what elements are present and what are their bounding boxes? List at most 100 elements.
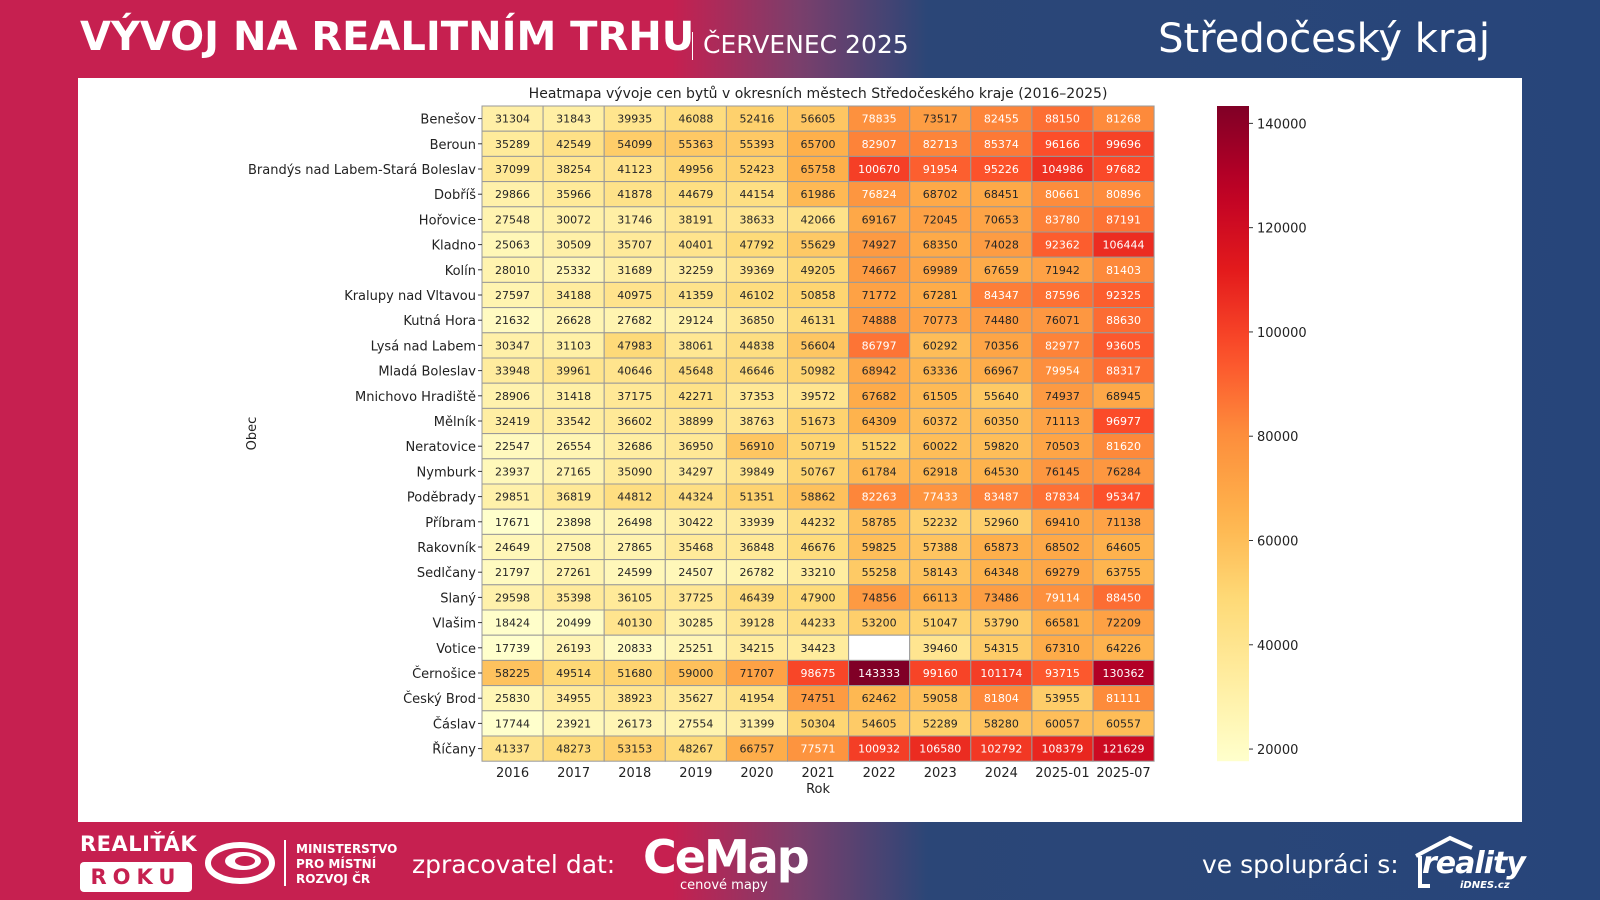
cemap-logo: CeMap [643,830,810,884]
heatmap-cell [1031,382,1094,409]
cell-value-label: 74927 [862,239,897,252]
heatmap-cell [848,206,911,233]
y-tick-label: Sedlčany [417,566,476,581]
cell-value-label: 56910 [739,440,774,453]
heatmap-cell [542,407,605,435]
cell-value-label: 63336 [923,365,958,378]
cell-value-label: 64226 [1106,642,1141,655]
cell-value-label: 68945 [1106,390,1141,403]
heatmap-cell [481,231,544,258]
y-tick-label: Mělník [434,415,477,430]
cell-value-label: 71942 [1045,264,1080,277]
heatmap-cell [787,609,850,636]
heatmap-cell [542,206,605,233]
heatmap-cell [542,281,605,309]
cell-value-label: 27865 [617,541,652,554]
cell-value-label: 31843 [556,113,591,126]
cell-value-label: 66581 [1045,617,1080,630]
cell-value-label: 27548 [495,213,530,226]
realitak-logo-text: REALIŤÁK [80,832,198,856]
cell-value-label: 53200 [862,617,897,630]
cell-value-label: 40130 [617,617,652,630]
heatmap-cell [970,155,1033,183]
cell-value-label: 39369 [739,264,774,277]
cell-value-label: 29851 [495,491,530,504]
heatmap-cell [1031,407,1094,435]
heatmap-cell [481,281,544,309]
cell-value-label: 76145 [1045,465,1080,478]
cell-value-label: 74480 [984,314,1019,327]
heatmap-cell [909,256,972,283]
heatmap-cell [725,584,789,611]
cell-value-label: 35090 [617,465,652,478]
cell-value-label: 82263 [862,491,897,504]
heatmap-cell [725,130,789,157]
cell-value-label: 29598 [495,591,530,604]
heatmap-cell [848,130,911,157]
cell-value-label: 64348 [984,566,1019,579]
cell-value-label: 30072 [556,213,591,226]
cell-value-label: 69279 [1045,566,1080,579]
cell-value-label: 48267 [678,743,713,756]
cell-value-label: 68350 [923,239,958,252]
cell-value-label: 24507 [678,566,713,579]
heatmap-cell [664,181,727,208]
cell-value-label: 39128 [739,617,774,630]
heatmap-cell [603,332,666,359]
cell-value-label: 20499 [556,617,591,630]
heatmap-cell [1092,433,1155,460]
cell-value-label: 52416 [739,113,774,126]
cell-value-label: 55258 [862,566,897,579]
x-tick-labels: 2016 2017 2018 2019 2020 2021 2022 2023 2024 2025… [496,766,1151,781]
cell-value-label: 69410 [1045,516,1080,529]
heatmap-cell [970,634,1033,661]
cell-value-label: 17739 [495,642,530,655]
cell-value-label: 80661 [1045,188,1080,201]
heatmap-cell [1092,634,1155,661]
cell-value-label: 72045 [923,213,958,226]
cell-value-label: 62462 [862,692,897,705]
heatmap-cell [664,231,727,258]
cell-value-label: 91954 [923,163,958,176]
cell-value-label: 56605 [801,113,836,126]
heatmap-cell [1092,105,1155,132]
cell-value-label: 74937 [1045,390,1080,403]
heatmap-cell [1031,357,1094,384]
cell-value-label: 28010 [495,264,530,277]
heatmap-cell [725,357,789,384]
page-title: VÝVOJ NA REALITNÍM TRHU [80,14,695,60]
cell-value-label: 27682 [617,314,652,327]
cell-value-label: 26628 [556,314,591,327]
cell-value-label: 67310 [1045,642,1080,655]
cell-value-label: 68502 [1045,541,1080,554]
heatmap-cell [542,256,605,283]
cell-value-label: 66967 [984,365,1019,378]
cell-value-label: 87191 [1106,213,1141,226]
heatmap-cell [725,281,789,309]
x-tick-label: 2025-07 [1096,766,1150,781]
cell-value-label: 20833 [617,642,652,655]
heatmap-cell [664,206,727,233]
heatmap-cell [664,256,727,283]
cell-value-label: 35707 [617,239,652,252]
cell-value-label: 73486 [984,591,1019,604]
cell-value-label: 26193 [556,642,591,655]
heatmap-cell [1092,609,1155,636]
heatmap-cell [1031,130,1094,157]
cell-value-label: 71772 [862,289,897,302]
heatmap-cell [664,332,727,359]
cell-value-label: 40401 [678,239,713,252]
heatmap-cell [603,483,666,510]
cell-value-label: 79114 [1045,591,1080,604]
cell-value-label: 49514 [556,667,591,680]
cell-value-label: 44679 [678,188,713,201]
cell-value-label: 51673 [801,415,836,428]
cell-value-label: 39961 [556,365,591,378]
cell-value-label: 62918 [923,465,958,478]
heatmap-cell [909,609,972,636]
heatmap-cell [787,533,850,561]
cell-value-label: 81268 [1106,113,1141,126]
heatmap-cell [909,433,972,460]
heatmap-cell [725,685,789,712]
cell-value-label: 44324 [678,491,713,504]
